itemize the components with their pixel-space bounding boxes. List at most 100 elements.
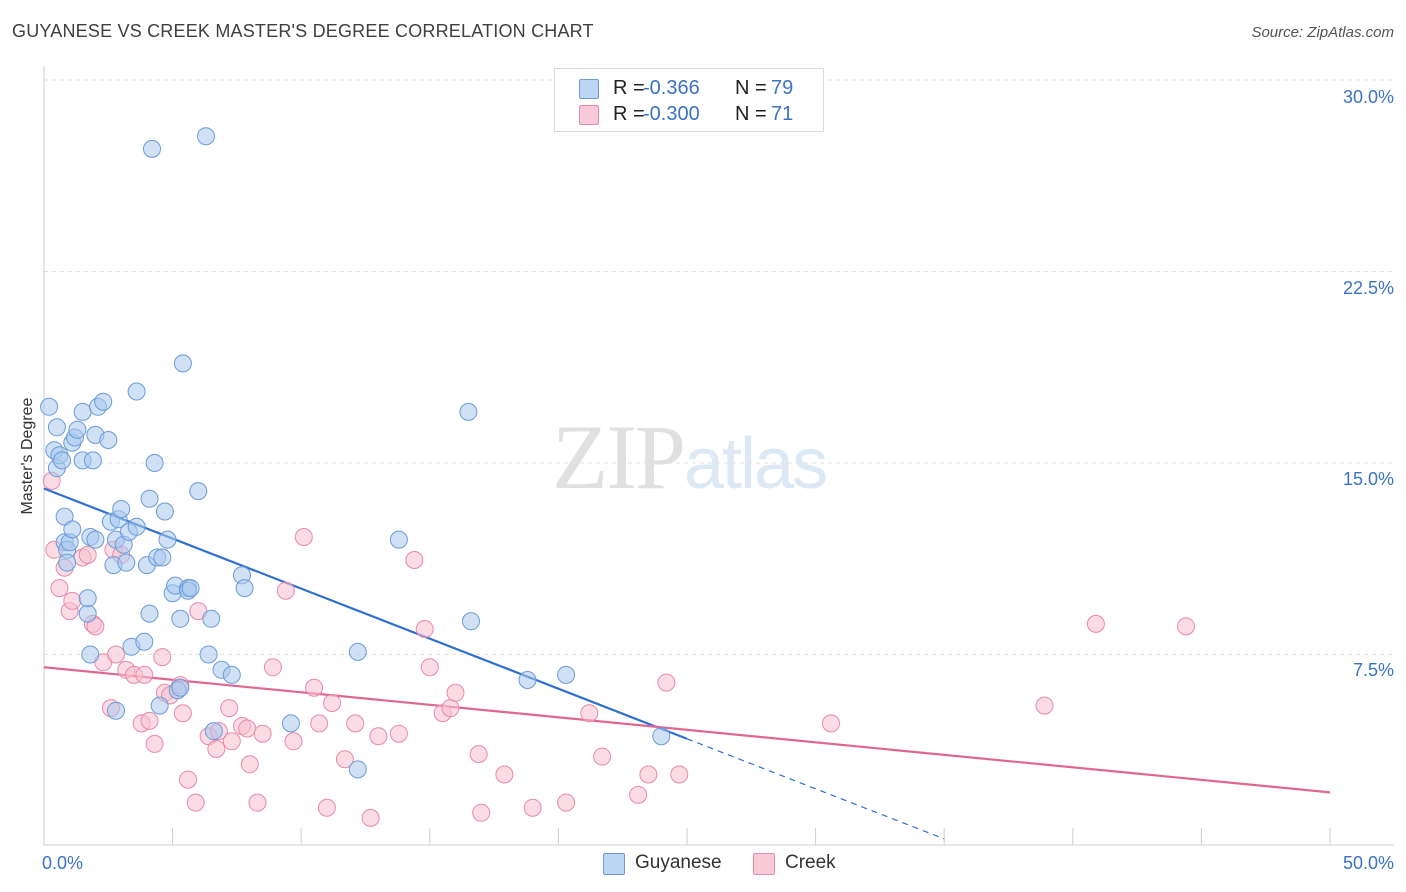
guyanese-trend-line: [43, 487, 688, 740]
legend-label-guyanese: Guyanese: [635, 852, 722, 873]
creek-point: [441, 699, 460, 718]
guyanese-point: [389, 530, 408, 549]
creek-swatch: [579, 105, 599, 125]
guyanese-point: [235, 579, 254, 598]
creek-point: [207, 740, 226, 758]
guyanese-point: [189, 482, 208, 501]
creek-point: [145, 734, 164, 753]
guyanese-point: [68, 420, 87, 439]
creek-point: [323, 694, 342, 712]
creek-point: [580, 704, 599, 723]
y-tick-label: 15.0%: [1342, 469, 1394, 489]
creek-point: [639, 765, 658, 784]
creek-r-value: -0.300: [643, 103, 700, 125]
creek-point: [276, 581, 295, 600]
creek-point: [346, 714, 365, 733]
creek-point: [186, 793, 205, 812]
y-tick-label: 22.5%: [1342, 278, 1394, 298]
guyanese-point: [47, 418, 66, 437]
y-tick-label: 30.0%: [1342, 87, 1394, 107]
guyanese-point: [40, 397, 59, 416]
creek-point: [629, 785, 648, 804]
chart-title: GUYANESE VS CREEK MASTER'S DEGREE CORREL…: [12, 21, 594, 41]
creek-trend-line: [43, 666, 1331, 794]
guyanese-point: [145, 454, 164, 472]
guyanese-n-label: N =: [735, 77, 767, 99]
guyanese-point: [197, 127, 215, 146]
creek-point: [369, 727, 388, 746]
guyanese-point: [652, 727, 671, 746]
trend-lines: [43, 487, 1331, 840]
source-label: Source: ZipAtlas.com: [1251, 24, 1394, 41]
guyanese-point: [348, 760, 367, 779]
creek-point: [523, 798, 542, 817]
creek-point: [220, 699, 239, 718]
axes: [43, 66, 1394, 846]
creek-point: [361, 808, 380, 827]
guyanese-point: [222, 665, 241, 684]
creek-point: [822, 714, 840, 733]
guyanese-point: [135, 632, 154, 651]
creek-point: [179, 770, 197, 789]
guyanese-point: [204, 722, 223, 741]
creek-point: [405, 551, 424, 569]
guyanese-point: [58, 553, 77, 572]
creek-point: [253, 724, 272, 743]
creek-point: [153, 648, 172, 667]
creek-point: [415, 620, 434, 638]
guyanese-point: [462, 612, 480, 631]
creek-point: [557, 793, 576, 812]
guyanese-point: [94, 392, 113, 411]
guyanese-point: [171, 609, 190, 628]
creek-n-value: 71: [771, 103, 794, 125]
guyanese-point: [459, 402, 478, 421]
creek-point: [78, 545, 97, 564]
guyanese-point: [53, 451, 71, 470]
creek-point: [1035, 696, 1054, 715]
guyanese-r-value: -0.366: [643, 77, 700, 99]
guyanese-point: [86, 530, 105, 549]
creek-point: [446, 683, 465, 702]
guyanese-point: [81, 645, 100, 664]
creek-point: [248, 793, 267, 812]
watermark: ZIPatlas: [552, 404, 828, 510]
y-axis-label: Master's Degree: [19, 397, 36, 515]
legend-label-creek: Creek: [785, 852, 836, 873]
guyanese-point: [127, 517, 146, 536]
creek-point: [107, 645, 125, 664]
guyanese-point: [199, 645, 218, 664]
creek-point: [593, 747, 612, 766]
guyanese-point: [202, 609, 221, 628]
creek-point: [1086, 614, 1105, 633]
guyanese-point: [73, 402, 92, 421]
guyanese-swatch: [579, 79, 599, 99]
guyanese-point: [112, 500, 131, 518]
creek-point: [222, 732, 241, 751]
guyanese-point: [171, 678, 190, 697]
creek-point: [50, 579, 69, 598]
guyanese-point: [78, 589, 97, 608]
guyanese-point: [83, 451, 102, 470]
creek-r-label: R =: [613, 103, 645, 125]
guyanese-point: [348, 642, 367, 661]
guyanese-point: [181, 579, 200, 598]
guyanese-point: [158, 530, 177, 549]
creek-point: [294, 528, 313, 546]
guyanese-point: [518, 671, 537, 689]
guyanese-n-value: 79: [771, 77, 794, 99]
legend-swatch-creek: [753, 853, 775, 875]
creek-point: [657, 673, 676, 692]
creek-point: [472, 803, 491, 822]
creek-point: [240, 755, 259, 774]
x-tick-label-min: 0.0%: [42, 853, 84, 873]
guyanese-point: [127, 382, 146, 401]
creek-point: [420, 658, 439, 677]
legend-swatch-guyanese: [603, 853, 625, 875]
stats-box: R = -0.366 N = 79 R = -0.300 N = 71: [554, 68, 824, 132]
guyanese-point: [150, 696, 169, 715]
creek-point: [335, 750, 354, 769]
y-tick-label: 7.5%: [1352, 660, 1394, 680]
creek-point: [284, 732, 303, 751]
guyanese-point: [99, 431, 118, 449]
